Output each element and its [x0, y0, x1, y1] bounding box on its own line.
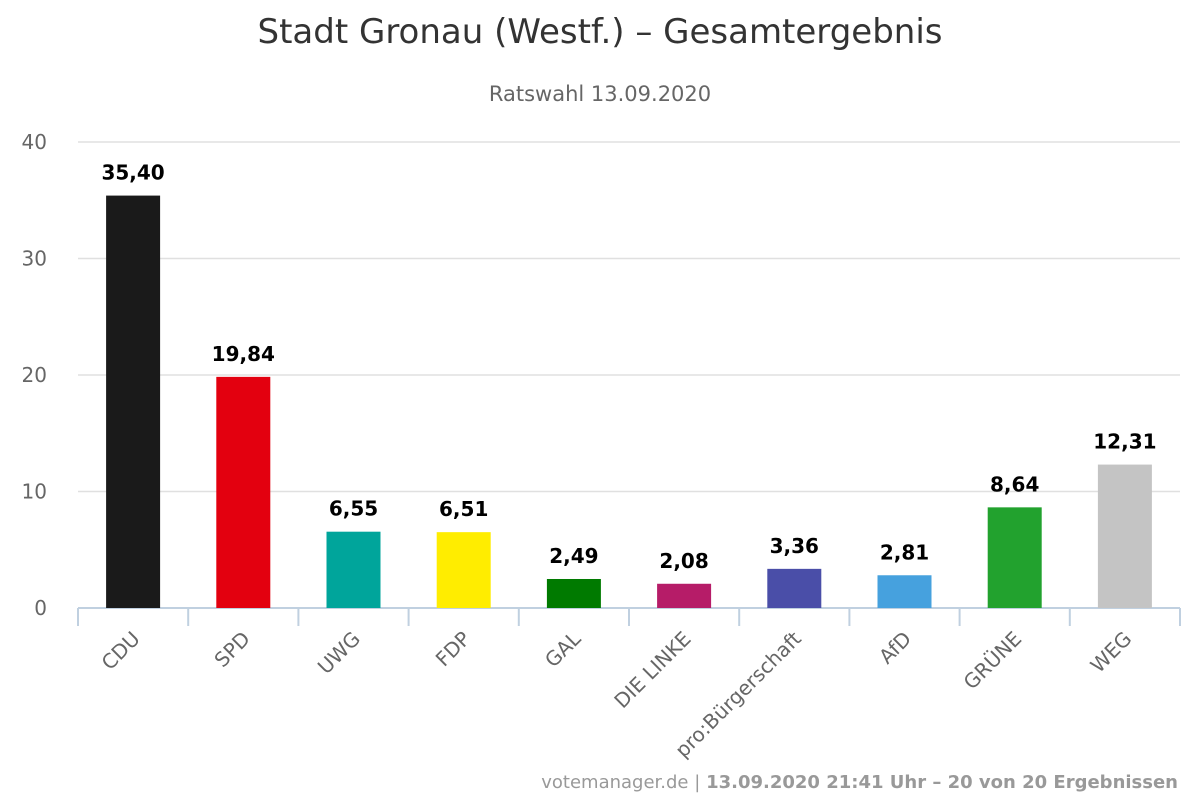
x-tick-label: AfD	[874, 627, 916, 669]
footer-separator: |	[694, 772, 701, 793]
x-tick-label: FDP	[431, 627, 476, 672]
bar-gr-ne	[987, 507, 1042, 608]
bar-afd	[877, 575, 932, 608]
data-label: 2,08	[659, 549, 708, 573]
bar-fdp	[436, 532, 491, 608]
y-tick-label: 20	[22, 363, 47, 387]
x-tick-label: GAL	[540, 626, 586, 672]
y-tick-label: 40	[22, 130, 47, 154]
data-label: 35,40	[101, 161, 164, 185]
bar-die-linke	[657, 583, 712, 608]
footer-timestamp: 13.09.2020 21:41 Uhr – 20 von 20 Ergebni…	[706, 772, 1178, 793]
bar-pro-b-rgerschaft	[767, 568, 822, 608]
bar-spd	[216, 376, 271, 608]
x-tick-label: CDU	[97, 627, 145, 675]
bar-uwg	[326, 531, 381, 608]
data-label: 8,64	[990, 472, 1039, 496]
footer-credits: votemanager.de | 13.09.2020 21:41 Uhr – …	[541, 772, 1178, 793]
chart-subtitle: Ratswahl 13.09.2020	[488, 82, 712, 106]
data-label: 2,81	[880, 540, 929, 564]
y-tick-label: 30	[22, 247, 47, 271]
x-tick-label: SPD	[209, 627, 254, 672]
chart-title: Stadt Gronau (Westf.) – Gesamtergebnis	[257, 12, 943, 52]
data-label: 19,84	[212, 342, 275, 366]
x-tick-label: GRÜNE	[959, 627, 1027, 695]
bar-weg	[1097, 464, 1152, 608]
y-tick-label: 0	[34, 596, 47, 620]
x-tick-label: UWG	[313, 627, 365, 679]
x-tick-label: WEG	[1086, 627, 1137, 678]
bar-gal	[546, 578, 601, 608]
data-label: 6,55	[329, 497, 378, 521]
x-tick-label: DIE LINKE	[609, 627, 695, 713]
data-label: 2,49	[549, 544, 598, 568]
data-label: 3,36	[770, 534, 819, 558]
bar-cdu	[106, 195, 161, 608]
data-label: 6,51	[439, 497, 488, 521]
y-tick-label: 10	[22, 480, 47, 504]
footer-source[interactable]: votemanager.de	[541, 772, 689, 793]
data-label: 12,31	[1093, 430, 1156, 454]
